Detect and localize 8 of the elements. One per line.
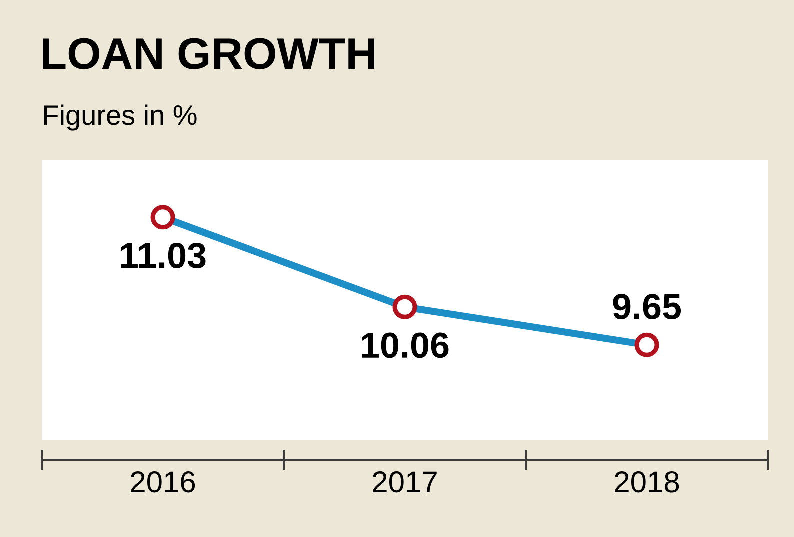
x-tick-label: 2017 xyxy=(373,472,437,493)
x-tick-label: 2018 xyxy=(615,472,680,493)
data-label: 9.65 xyxy=(613,294,682,320)
chart-subtitle: Figures in % xyxy=(44,104,197,131)
chart-title: LOAN GROWTH xyxy=(43,38,375,70)
data-label: 11.03 xyxy=(121,242,206,269)
data-label: 10.06 xyxy=(362,332,449,358)
x-tick-label: 2016 xyxy=(131,472,196,493)
